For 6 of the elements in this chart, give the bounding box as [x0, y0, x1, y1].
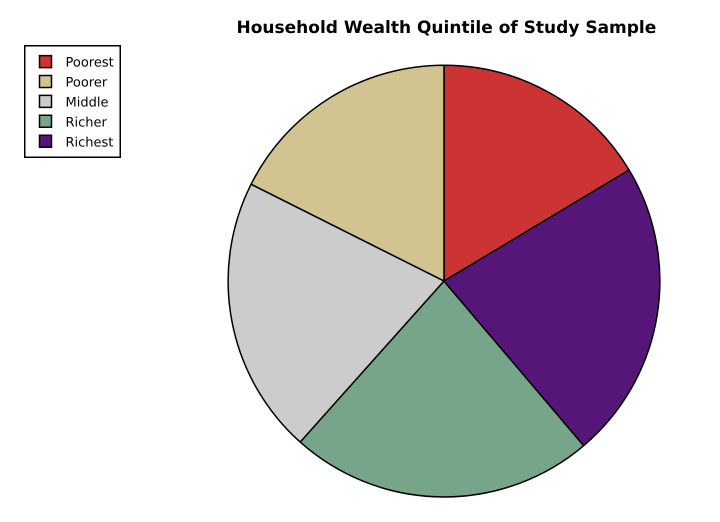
legend-label: Middle	[66, 95, 108, 110]
legend-label: Poorer	[66, 76, 108, 91]
chart-title: Household Wealth Quintile of Study Sample	[236, 18, 656, 38]
legend-label: Richest	[66, 135, 114, 150]
legend-label: Richer	[66, 115, 108, 130]
legend-label: Poorest	[66, 56, 114, 71]
